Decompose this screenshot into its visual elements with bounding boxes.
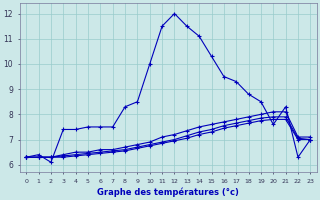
X-axis label: Graphe des températures (°c): Graphe des températures (°c) — [97, 187, 239, 197]
